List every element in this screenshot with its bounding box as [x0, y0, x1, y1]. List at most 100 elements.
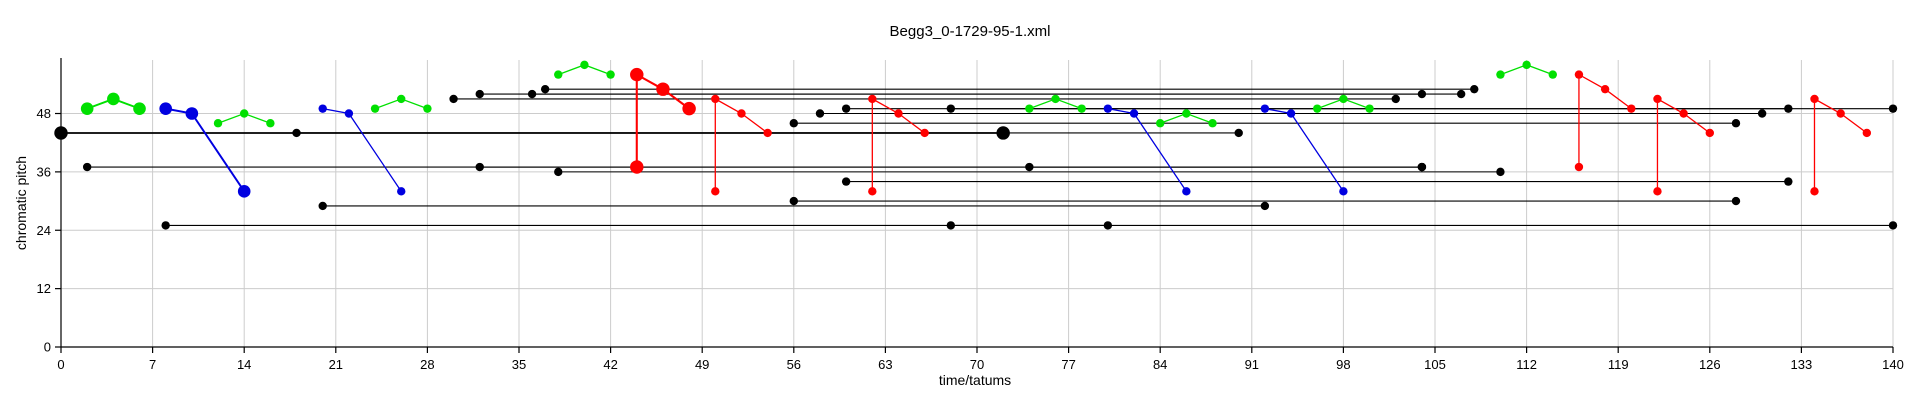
series-20-point-1	[107, 92, 120, 106]
series-16-point-0	[841, 177, 851, 186]
series-26-point-1	[1339, 94, 1348, 104]
y-tick-label-1: 12	[37, 281, 51, 296]
series-27	[1496, 60, 1557, 79]
y-tick-label-2: 24	[37, 223, 51, 238]
series-26	[1313, 94, 1374, 113]
series-32-point-3	[682, 101, 696, 116]
series-24	[1025, 94, 1086, 113]
series-12-point-1	[1757, 109, 1767, 118]
series-30-point-2	[1182, 187, 1191, 196]
series-18-point-0	[946, 221, 956, 230]
series-4	[318, 201, 1270, 211]
series-20	[80, 92, 146, 115]
series-2-point-0	[82, 162, 92, 172]
series-36-point-2	[1679, 109, 1688, 118]
x-tick-label-17: 119	[1608, 357, 1629, 372]
series-23	[554, 60, 615, 79]
series-27-point-0	[1496, 70, 1505, 79]
series-35-point-3	[1627, 104, 1636, 113]
x-tick-label-2: 14	[237, 357, 251, 372]
series-34-point-0	[868, 187, 877, 196]
series-20-point-2	[133, 102, 146, 115]
series-31	[1260, 104, 1348, 196]
series-33-point-1	[711, 94, 720, 104]
y-tick-label-4: 48	[37, 106, 51, 121]
series-1-point-0	[292, 128, 301, 138]
series-34-line	[871, 97, 926, 192]
series-11	[789, 119, 1741, 128]
series-19	[998, 128, 1243, 138]
series-28-point-0	[159, 102, 172, 115]
series-layer	[54, 60, 1898, 230]
series-28-line	[165, 107, 246, 192]
series-0-point-0	[54, 126, 68, 140]
series-14-point-1	[1888, 104, 1898, 113]
series-7	[527, 89, 1466, 99]
series-14	[946, 104, 1898, 113]
series-31-point-1	[1286, 109, 1296, 118]
series-36-point-1	[1653, 94, 1662, 104]
series-29-point-2	[397, 187, 406, 196]
series-36-point-0	[1653, 187, 1662, 196]
series-21	[213, 109, 275, 128]
series-13-point-0	[841, 104, 851, 113]
series-31-point-2	[1339, 187, 1348, 196]
series-30-line	[1107, 108, 1187, 192]
series-32-point-2	[656, 82, 670, 96]
series-23-point-0	[554, 70, 563, 79]
series-9-point-0	[475, 162, 484, 172]
series-28-point-2	[237, 185, 251, 198]
x-tick-label-3: 21	[329, 357, 343, 372]
x-tick-label-18: 126	[1699, 357, 1721, 372]
series-33-point-3	[763, 128, 772, 138]
series-18	[946, 221, 1113, 230]
series-35-point-1	[1574, 70, 1584, 79]
series-28	[159, 102, 251, 198]
series-21-point-0	[213, 119, 223, 128]
series-29-point-0	[318, 104, 327, 113]
series-22-point-2	[423, 104, 432, 113]
series-25-point-2	[1208, 119, 1217, 128]
series-30	[1103, 104, 1191, 196]
x-tick-label-4: 28	[420, 357, 434, 372]
series-34-point-2	[894, 109, 903, 118]
series-31-line	[1264, 108, 1344, 192]
series-15-point-0	[789, 196, 798, 206]
series-30-point-0	[1103, 104, 1113, 113]
series-27-point-1	[1522, 60, 1531, 70]
series-26-point-2	[1365, 104, 1374, 113]
series-33	[711, 94, 772, 196]
series-32-point-1	[630, 67, 644, 82]
series-23-point-1	[580, 60, 589, 70]
series-5	[449, 94, 1400, 104]
series-24-point-1	[1051, 94, 1060, 104]
series-12-point-0	[815, 109, 825, 118]
series-27-point-2	[1548, 70, 1557, 79]
series-34-point-1	[868, 94, 877, 104]
series-3-point-0	[161, 221, 170, 230]
series-5-point-1	[1391, 94, 1400, 104]
series-10-point-0	[554, 167, 563, 177]
series-10-point-1	[1496, 167, 1505, 177]
x-tick-label-20: 140	[1882, 357, 1904, 372]
x-tick-label-10: 70	[970, 357, 984, 372]
axes: 0 7 14 21 28 35 42 49 56 63 70 77 84 91 98 105 112 119 126…	[37, 58, 1904, 372]
series-35-line	[1578, 73, 1632, 168]
series-22-point-0	[370, 104, 380, 113]
y-axis-label: chromatic pitch	[13, 156, 29, 250]
x-tick-label-5: 35	[512, 357, 526, 372]
series-34-point-3	[920, 128, 929, 138]
series-25-point-0	[1156, 119, 1165, 128]
series-1	[292, 128, 1008, 138]
series-4-point-1	[1260, 201, 1270, 211]
series-11-point-0	[789, 119, 798, 128]
series-17-point-1	[1417, 162, 1427, 172]
series-32	[630, 67, 696, 174]
series-32-line	[635, 72, 690, 168]
series-33-point-2	[737, 109, 746, 118]
series-29-line	[322, 108, 402, 192]
series-37-point-0	[1810, 187, 1819, 196]
x-tick-label-0: 0	[57, 357, 64, 372]
